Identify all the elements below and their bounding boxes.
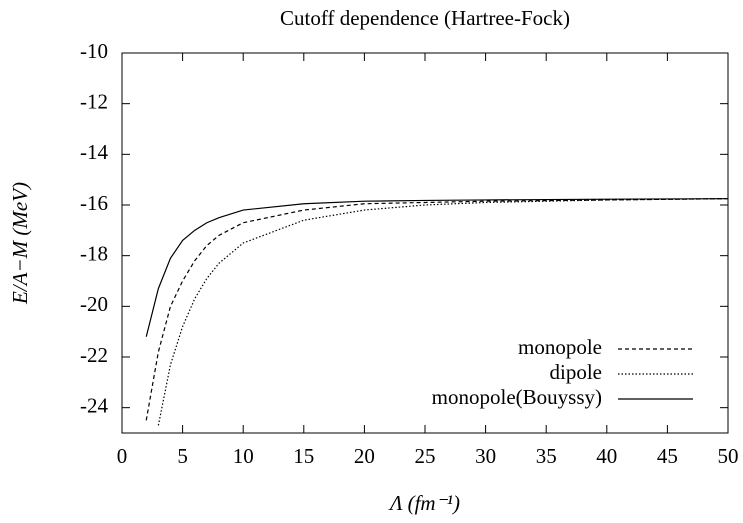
legend-label: monopole bbox=[518, 335, 602, 359]
y-tick-label: -18 bbox=[80, 241, 108, 265]
x-tick-label: 45 bbox=[657, 444, 678, 468]
y-tick-label: -10 bbox=[80, 39, 108, 63]
chart-title: Cutoff dependence (Hartree-Fock) bbox=[280, 6, 570, 30]
legend-label: monopole(Bouyssy) bbox=[432, 385, 602, 409]
x-axis-label: Λ (fm⁻¹) bbox=[388, 491, 460, 515]
x-tick-label: 5 bbox=[177, 444, 188, 468]
y-axis-label: E/A−M (MeV) bbox=[8, 182, 32, 305]
x-tick-label: 40 bbox=[596, 444, 617, 468]
y-tick-label: -14 bbox=[80, 140, 108, 164]
y-tick-label: -12 bbox=[80, 89, 108, 113]
series-line bbox=[145, 198, 728, 421]
y-tick-label: -24 bbox=[80, 393, 108, 417]
legend-label: dipole bbox=[550, 360, 603, 384]
y-tick-label: -16 bbox=[80, 191, 108, 215]
plot-frame bbox=[121, 52, 729, 434]
y-tick-label: -20 bbox=[80, 292, 108, 316]
series-line bbox=[157, 198, 728, 426]
series-line bbox=[145, 198, 728, 337]
x-tick-label: 15 bbox=[293, 444, 314, 468]
x-tick-label: 50 bbox=[718, 444, 739, 468]
y-tick-label: -22 bbox=[80, 343, 108, 367]
x-tick-label: 10 bbox=[233, 444, 254, 468]
x-tick-label: 25 bbox=[415, 444, 436, 468]
x-tick-label: 0 bbox=[117, 444, 128, 468]
x-tick-label: 30 bbox=[475, 444, 496, 468]
x-tick-label: 35 bbox=[536, 444, 557, 468]
x-tick-label: 20 bbox=[354, 444, 375, 468]
plot-area bbox=[145, 198, 728, 426]
